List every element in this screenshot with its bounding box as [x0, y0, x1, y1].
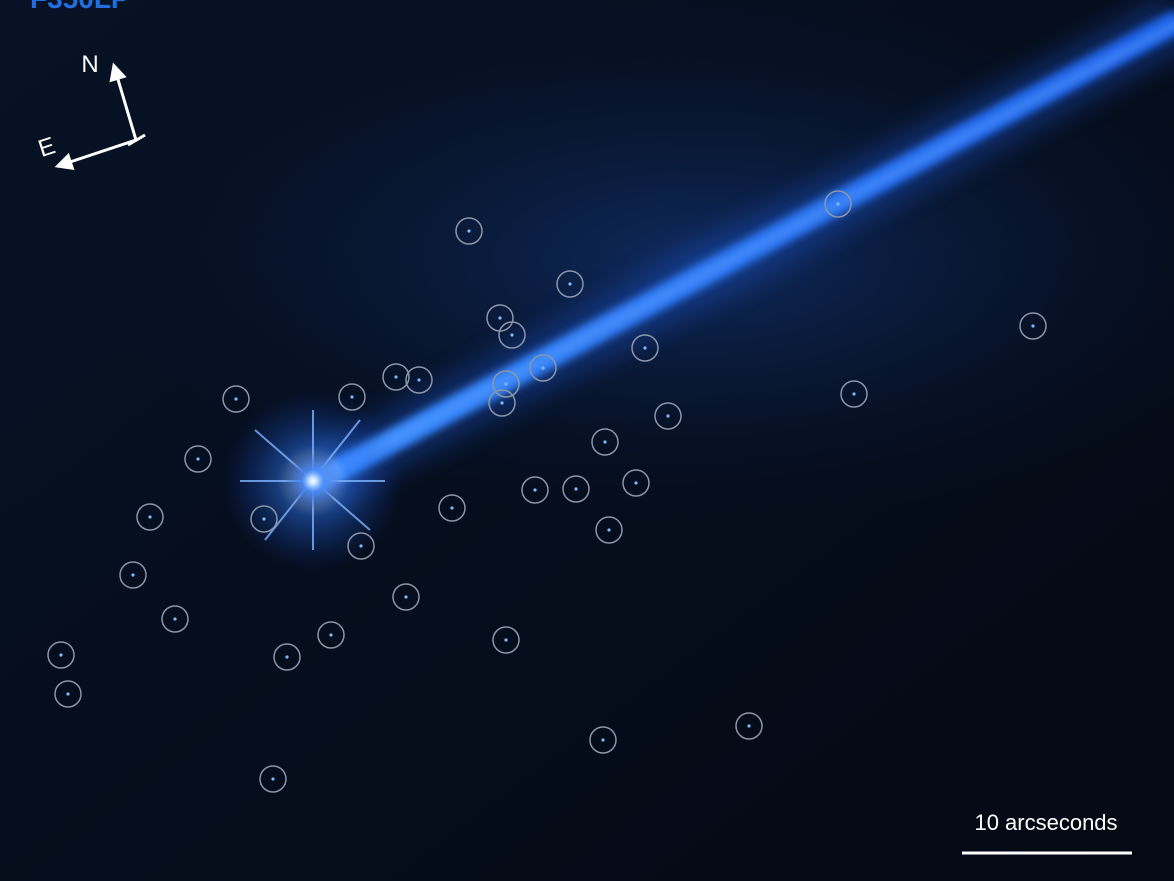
- boulder: [234, 397, 237, 400]
- boulder: [394, 375, 397, 378]
- boulder: [59, 653, 62, 656]
- boulder: [747, 724, 750, 727]
- boulder: [1031, 324, 1034, 327]
- image: F350LP N E 10 arcseconds: [0, 0, 1174, 881]
- north-label: N: [81, 51, 98, 78]
- boulder: [643, 346, 646, 349]
- boulder: [271, 777, 274, 780]
- boulder: [498, 316, 501, 319]
- boulder: [359, 544, 362, 547]
- boulder: [262, 517, 265, 520]
- scale-label: 10 arcseconds: [974, 810, 1117, 835]
- boulder: [541, 366, 544, 369]
- filter-label: F350LP: [30, 0, 130, 14]
- boulder: [417, 378, 420, 381]
- boulder: [852, 392, 855, 395]
- boulder: [329, 633, 332, 636]
- boulder: [467, 229, 470, 232]
- page: F350LP N E 10 arcseconds (() => { const …: [0, 0, 1174, 881]
- boulder: [666, 414, 669, 417]
- boulder: [568, 282, 571, 285]
- boulder: [350, 395, 353, 398]
- boulder: [836, 202, 839, 205]
- boulder: [500, 401, 503, 404]
- boulder: [510, 333, 513, 336]
- boulder: [634, 481, 637, 484]
- boulder: [66, 692, 69, 695]
- boulder: [148, 515, 151, 518]
- asteroid: [285, 453, 341, 509]
- boulder: [603, 440, 606, 443]
- boulder: [131, 573, 134, 576]
- boulder: [574, 487, 577, 490]
- boulder: [196, 457, 199, 460]
- boulder: [533, 488, 536, 491]
- boulder: [607, 528, 610, 531]
- boulder: [504, 638, 507, 641]
- boulder: [450, 506, 453, 509]
- boulder: [285, 655, 288, 658]
- boulder: [504, 382, 507, 385]
- boulder: [404, 595, 407, 598]
- boulder: [173, 617, 176, 620]
- boulder: [601, 738, 604, 741]
